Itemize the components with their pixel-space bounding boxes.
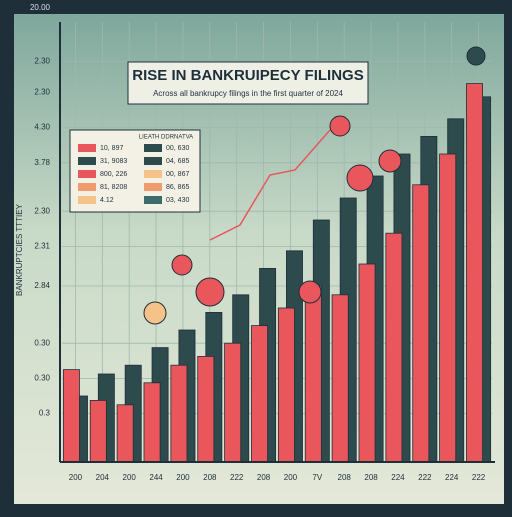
x-tick-label: 224 (391, 473, 405, 482)
annotation-circle (171, 254, 193, 276)
legend-text: 86, 865 (166, 184, 189, 191)
y-tick-label: 0.30 (34, 374, 50, 383)
x-tick-label: 208 (364, 473, 378, 482)
bar (331, 294, 349, 463)
annotation-circle (195, 277, 225, 307)
x-tick-label: 244 (149, 473, 163, 482)
bar (89, 399, 107, 463)
legend-swatch (144, 196, 162, 204)
annotation-circle (329, 115, 351, 137)
annotation-circle (378, 149, 402, 173)
legend-swatch (78, 183, 96, 191)
x-tick-label: 200 (284, 473, 298, 482)
legend-text: 10, 897 (100, 145, 123, 152)
legend-text: 04, 685 (166, 158, 189, 165)
chart-subtitle: Across all bankrupcy filings in the firs… (153, 89, 343, 98)
x-tick-label: 208 (338, 473, 352, 482)
y-tick-label: 0.3 (39, 409, 51, 418)
legend-text: 800, 226 (100, 171, 127, 178)
bar (358, 263, 376, 463)
y-tick-label: 2.30 (34, 206, 50, 215)
chart-title: RISE IN BANKRUIPECY FILINGS (132, 67, 363, 84)
x-tick-label: 222 (472, 473, 486, 482)
legend-text: 00, 630 (166, 145, 189, 152)
legend-swatch (78, 157, 96, 165)
y-tick-label: 4.30 (34, 123, 50, 132)
legend-text: 03, 430 (166, 197, 189, 204)
bar (277, 307, 295, 463)
y-tick-label: 3.78 (34, 158, 50, 167)
x-tick-label: 200 (69, 473, 83, 482)
y-tick-label: 2.30 (34, 88, 50, 97)
x-tick-label: 208 (203, 473, 217, 482)
x-tick-label: 200 (123, 473, 137, 482)
annotation-circle (143, 301, 167, 325)
legend-header: LIEATH DDRNATVA (139, 135, 193, 141)
y-tick-label: 2.31 (34, 242, 50, 251)
bar (304, 285, 322, 463)
bar (466, 83, 483, 463)
bar (197, 355, 215, 463)
x-tick-label: 204 (96, 473, 110, 482)
legend-text: 81, 8208 (100, 184, 127, 191)
legend-swatch (144, 144, 162, 152)
y-tick-label: 0.30 (34, 338, 50, 347)
bar (143, 382, 161, 463)
legend-swatch (144, 157, 162, 165)
legend-swatch (144, 183, 162, 191)
x-tick-label: 222 (418, 473, 432, 482)
bar (385, 232, 403, 463)
legend-swatch (78, 196, 96, 204)
bar (251, 325, 268, 463)
trend-line (209, 129, 331, 241)
legend-swatch (144, 170, 162, 178)
bar (224, 342, 242, 463)
legend-text: 00, 867 (166, 171, 189, 178)
bar (412, 184, 430, 463)
annotation-circle (298, 280, 322, 304)
bar (116, 404, 134, 463)
y-tick-label: 2.84 (34, 281, 50, 290)
bar (62, 369, 80, 463)
y-tick-label: 2.30 (34, 57, 50, 66)
x-tick-label: 7V (312, 473, 322, 482)
legend-text: 4.12 (100, 197, 114, 204)
bar (170, 364, 188, 463)
x-tick-label: 200 (176, 473, 190, 482)
annotation-circle (466, 46, 486, 66)
x-tick-label: 224 (445, 473, 459, 482)
bar (439, 153, 457, 463)
x-tick-label: 222 (230, 473, 244, 482)
y-axis-label: BANKRUPTCIES TTTIEY (15, 203, 24, 296)
legend-swatch (78, 170, 96, 178)
bars (62, 83, 492, 463)
annotation-circle (346, 164, 374, 192)
title-box (127, 61, 369, 105)
legend-swatch (78, 144, 96, 152)
corner-label: 20.00 (30, 3, 51, 12)
x-tick-label: 208 (257, 473, 271, 482)
legend-text: 31, 9083 (100, 158, 127, 165)
legend: LIEATH DDRNATVA 10, 897 31, 9083 800, 226 8… (69, 129, 201, 213)
